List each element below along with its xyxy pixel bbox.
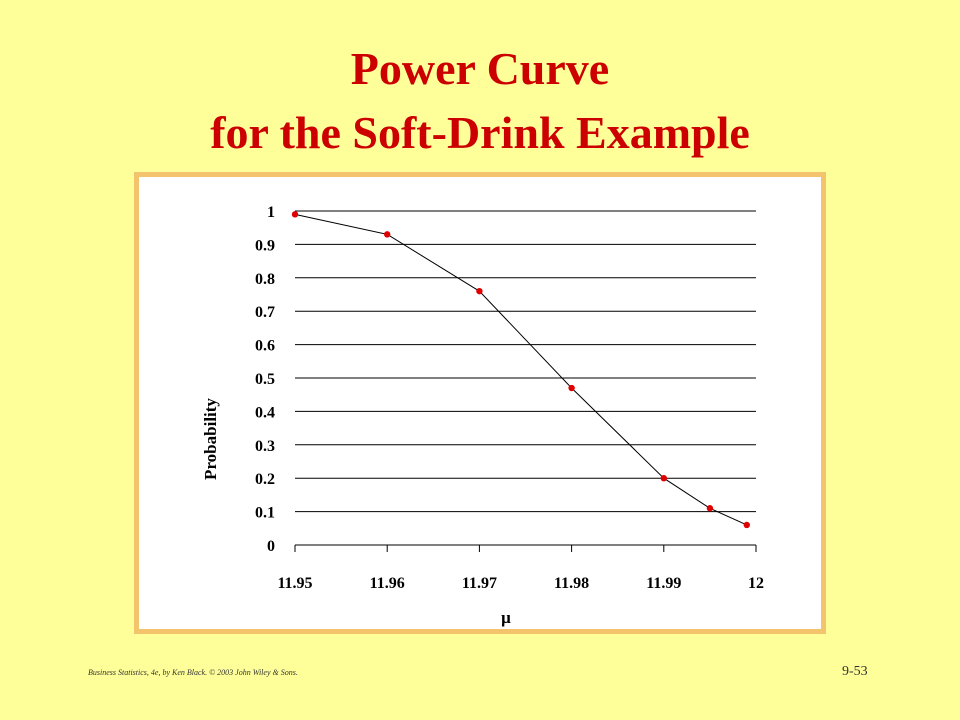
- series-group: [291, 211, 750, 529]
- footer-credit: Business Statistics, 4e, by Ken Black. ©…: [88, 668, 298, 677]
- y-tick-label-1: 0.1: [255, 505, 275, 522]
- chart-frame: 0 0.1 0.2 0.3 0.4 0.5 0.6 0.7 0.8 0.9 1 11.95 11.96…: [134, 172, 826, 634]
- x-tick-label-2: 11.97: [462, 575, 497, 592]
- data-point-5: [706, 505, 714, 512]
- x-tick-label-5: 12: [748, 575, 764, 592]
- data-point-3: [568, 384, 575, 392]
- y-tick-label-2: 0.2: [255, 471, 275, 488]
- axes: [294, 544, 757, 552]
- data-point-1: [384, 231, 391, 238]
- y-tick-label-9: 0.9: [255, 237, 275, 254]
- x-tick-label-4: 11.99: [646, 575, 681, 592]
- x-tick-label-0: 11.95: [277, 575, 312, 592]
- y-tick-label-8: 0.8: [255, 271, 275, 288]
- power-curve-chart: 0 0.1 0.2 0.3 0.4 0.5 0.6 0.7 0.8 0.9 1 11.95 11.96…: [201, 204, 764, 627]
- x-tick-label-1: 11.96: [370, 575, 405, 592]
- x-tick-label-3: 11.98: [554, 575, 589, 592]
- y-tick-labels: 0 0.1 0.2 0.3 0.4 0.5 0.6 0.7 0.8 0.9 1: [255, 204, 275, 555]
- y-tick-label-0: 0: [267, 538, 275, 555]
- data-point-4: [660, 475, 667, 482]
- y-tick-label-3: 0.3: [255, 438, 275, 455]
- slide-title-line2: for the Soft-Drink Example: [210, 107, 750, 158]
- data-point-0: [291, 211, 299, 218]
- y-tick-label-10: 1: [267, 204, 275, 221]
- slide-title-line1: Power Curve: [350, 43, 610, 94]
- grid-lines: [295, 210, 756, 546]
- data-point-2: [476, 287, 483, 295]
- y-axis-label: Probability: [201, 398, 220, 480]
- y-tick-label-6: 0.6: [255, 338, 275, 355]
- data-point-6: [743, 521, 750, 529]
- y-tick-label-4: 0.4: [255, 404, 275, 421]
- x-tick-labels: 11.95 11.96 11.97 11.98 11.99 12: [277, 575, 764, 592]
- y-tick-label-5: 0.5: [255, 371, 275, 388]
- x-axis-label: μ: [501, 608, 511, 627]
- page-number: 9-53: [842, 664, 868, 679]
- y-tick-label-7: 0.7: [255, 304, 275, 321]
